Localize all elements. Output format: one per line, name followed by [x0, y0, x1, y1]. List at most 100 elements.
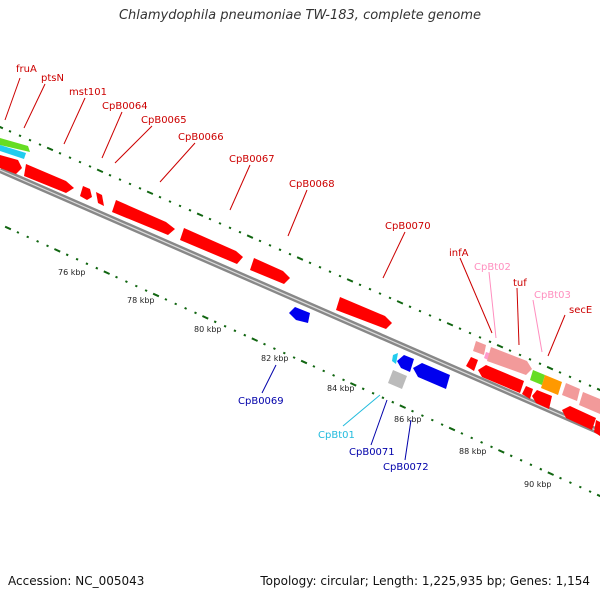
gene-label-cpb0067[interactable]: CpB0067 — [229, 154, 275, 165]
outer-scale-tick — [218, 222, 222, 225]
inner-scale-tick — [26, 235, 30, 239]
feature-cpb0067[interactable] — [180, 228, 243, 264]
inner-scale-tick — [312, 365, 316, 368]
feature-next1[interactable] — [562, 383, 580, 401]
feature-cpb0066[interactable] — [112, 200, 175, 235]
gene-label-ptsN[interactable]: ptsN — [41, 73, 64, 84]
feature-next2[interactable] — [579, 392, 600, 414]
forward-strand-features — [0, 138, 600, 414]
inner-scale-tick — [194, 311, 197, 315]
gene-label-cpbt03[interactable]: CpBt03 — [534, 290, 571, 301]
inner-scale-tick — [124, 280, 128, 283]
scale-label-84kbp: 84 kbp — [327, 384, 355, 393]
gene-label-cpbt01[interactable]: CpBt01 — [318, 430, 355, 441]
outer-scale-tick — [318, 265, 322, 269]
gene-label-cpb0064[interactable]: CpB0064 — [102, 101, 148, 112]
scale-label-86kbp: 86 kbp — [394, 415, 422, 424]
feature-rev-red-f[interactable] — [594, 420, 600, 436]
gene-label-cpbt02[interactable]: CpBt02 — [474, 262, 511, 273]
inner-scale-tick — [263, 342, 266, 346]
feature-cpb0065a[interactable] — [80, 186, 92, 200]
inner-scale-tick — [539, 467, 543, 471]
inner-scale-tick — [430, 418, 434, 422]
feature-cpb0068[interactable] — [250, 258, 290, 284]
feature-gray[interactable] — [388, 370, 407, 389]
outer-scale-tick — [428, 314, 432, 317]
gene-label-cpb0066[interactable]: CpB0066 — [178, 132, 224, 143]
feature-cpb0071[interactable] — [397, 355, 414, 372]
feature-ptsN[interactable] — [0, 145, 26, 159]
inner-scale-tick — [65, 253, 69, 257]
outer-scale-tick — [296, 256, 304, 261]
feature-tuf[interactable] — [487, 347, 532, 375]
inner-scale-tick — [144, 289, 148, 292]
feature-rev-red-e[interactable] — [562, 406, 596, 430]
outer-scale-tick — [268, 243, 272, 247]
outer-scale-tick — [208, 217, 212, 221]
inner-scale-tick — [497, 449, 505, 454]
gene-label-cpb0068[interactable]: CpB0068 — [289, 179, 335, 190]
inner-scale-tick — [371, 391, 375, 395]
reverse-strand-features — [289, 307, 600, 436]
gene-label-cpb0072[interactable]: CpB0072 — [383, 462, 429, 473]
feature-cpb0070[interactable] — [336, 297, 392, 329]
inner-scale-tick — [134, 284, 138, 288]
feature-rev-red-c[interactable] — [522, 386, 533, 399]
feature-rev-red-a[interactable] — [466, 357, 478, 371]
scale-label-88kbp: 88 kbp — [459, 447, 487, 456]
outer-scale-tick — [38, 143, 42, 146]
feature-fruA[interactable] — [0, 138, 30, 152]
inner-scale-tick — [152, 292, 160, 298]
gene-label-secE[interactable]: secE — [569, 305, 592, 316]
feature-cpbt03[interactable] — [530, 370, 545, 385]
inner-scale-tick — [95, 266, 99, 270]
scale-label-90kbp: 90 kbp — [524, 480, 552, 489]
feature-rev-red-b[interactable] — [478, 365, 524, 393]
gene-label-tuf[interactable]: tuf — [513, 278, 527, 289]
inner-scale-tick — [4, 225, 12, 231]
outer-scale-tick — [158, 195, 162, 199]
gene-label-fruA[interactable]: fruA — [16, 64, 37, 75]
feature-infA[interactable] — [473, 341, 486, 355]
feature-cpb0072[interactable] — [413, 363, 450, 389]
gene-label-mst101[interactable]: mst101 — [69, 87, 107, 98]
outer-scale-tick — [138, 186, 142, 190]
outer-scale-tick — [238, 230, 242, 234]
outer-scale-tick — [568, 375, 572, 379]
inner-scale-tick — [470, 436, 474, 440]
feature-cpb0064[interactable] — [24, 164, 74, 193]
outer-scale-tick — [578, 379, 582, 383]
feature-rev-red-d[interactable] — [532, 390, 552, 409]
feature-cpbt01[interactable] — [392, 353, 398, 364]
gene-label-cpb0070[interactable]: CpB0070 — [385, 221, 431, 232]
outer-scale-tick — [58, 151, 62, 155]
gene-label-cpb0071[interactable]: CpB0071 — [349, 447, 395, 458]
feature-mst101[interactable] — [0, 155, 22, 174]
inner-scale-tick — [547, 471, 555, 476]
feature-secE[interactable] — [541, 375, 562, 395]
inner-scale-tick — [519, 458, 523, 462]
outer-scale-tick — [396, 300, 404, 305]
inner-scale-tick — [509, 454, 513, 458]
outer-scale-ring — [0, 125, 600, 392]
gene-labels: fruA ptsN mst101 CpB0064 CpB0065 CpB0066… — [16, 64, 592, 473]
inner-scale-tick — [381, 396, 385, 400]
feature-cpb0069[interactable] — [289, 307, 310, 323]
inner-scale-tick — [440, 423, 444, 426]
outer-scale-tick — [108, 173, 112, 177]
inner-scale-tick — [213, 320, 217, 324]
outer-scale-tick — [546, 365, 554, 371]
outer-scale-tick — [118, 178, 122, 181]
inner-scale-tick — [399, 404, 407, 409]
topology-text: Topology: circular; Length: 1,225,935 bp… — [260, 574, 590, 588]
inner-scale-tick — [391, 400, 395, 404]
outer-scale-tick — [596, 387, 600, 392]
inner-scale-tick — [448, 426, 456, 432]
gene-label-cpb0065[interactable]: CpB0065 — [141, 115, 187, 126]
gene-label-cpb0069[interactable]: CpB0069 — [238, 396, 284, 407]
outer-scale-tick — [538, 362, 542, 366]
outer-scale-tick — [146, 190, 154, 195]
gene-label-infA[interactable]: infA — [449, 248, 469, 259]
feature-cpb0065b[interactable] — [96, 192, 104, 206]
